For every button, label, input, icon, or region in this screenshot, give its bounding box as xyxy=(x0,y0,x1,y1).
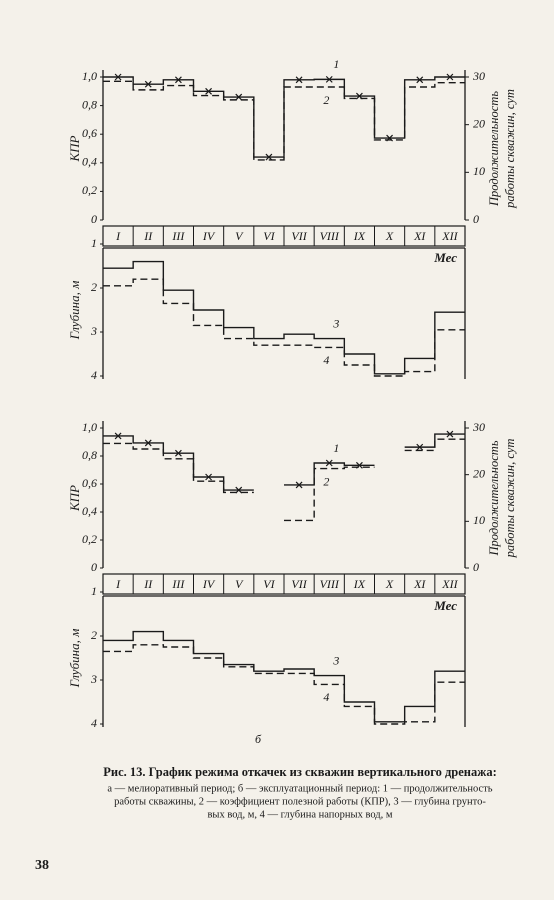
x-tick-label: III xyxy=(171,577,185,591)
series-label: 4 xyxy=(323,690,329,704)
y-tick-label: 0,4 xyxy=(82,504,97,518)
y-tick-label: 0,4 xyxy=(82,155,97,169)
y2-tick-label: 30 xyxy=(472,420,485,434)
caption-line: а — мелиоративный период; б — эксплуатац… xyxy=(107,783,492,794)
y-tick-label: 0,6 xyxy=(82,126,97,140)
y2-tick-label: 20 xyxy=(473,116,485,130)
x-tick-label: II xyxy=(143,229,153,243)
caption-title: Рис. 13. График режима откачек из скважи… xyxy=(103,765,496,779)
y2-tick-label: 20 xyxy=(473,466,485,480)
y-tick-label: 0 xyxy=(91,212,97,226)
step-line xyxy=(103,630,465,723)
y-tick-label: 2 xyxy=(91,280,97,294)
y2-axis-label: Продолжительность xyxy=(487,440,501,556)
y-tick-label: 0,2 xyxy=(82,532,97,546)
y-tick-label: 1 xyxy=(91,236,97,250)
x-axis-label: Мес xyxy=(433,250,457,265)
y-tick-label: 0,2 xyxy=(82,183,97,197)
x-tick-label: IX xyxy=(353,229,366,243)
y2-axis-label: Продолжительность xyxy=(487,91,501,207)
y-tick-label: 0 xyxy=(91,560,97,574)
step-line xyxy=(103,438,465,522)
x-tick-label: II xyxy=(143,577,153,591)
y-tick-label: 1,0 xyxy=(82,69,97,83)
series-label: 3 xyxy=(332,653,339,667)
x-tick-label: VII xyxy=(291,229,307,243)
y-tick-label: 0,6 xyxy=(82,476,97,490)
y-tick-label: 0,8 xyxy=(82,97,97,111)
caption-line: вых вод, м, 4 — глубина напорных вод, м xyxy=(207,809,392,820)
y-tick-label: 4 xyxy=(91,368,97,382)
y-axis-label: Глубина, м xyxy=(67,281,82,341)
x-tick-label: XI xyxy=(413,229,426,243)
series-label: 2 xyxy=(323,474,329,488)
step-line xyxy=(103,644,465,725)
y2-tick-label: 10 xyxy=(473,164,485,178)
y2-tick-label: 0 xyxy=(473,212,479,226)
x-tick-label: XI xyxy=(413,577,426,591)
x-tick-label: III xyxy=(171,229,185,243)
x-tick-label: IX xyxy=(353,577,366,591)
page-number: 38 xyxy=(35,858,49,873)
x-tick-label: VII xyxy=(291,577,307,591)
y-axis-label: КПР xyxy=(67,135,82,162)
x-tick-label: XII xyxy=(441,577,458,591)
y2-tick-label: 30 xyxy=(472,69,485,83)
x-tick-label: I xyxy=(115,577,121,591)
series-label: 2 xyxy=(323,93,329,107)
x-tick-label: VI xyxy=(263,229,275,243)
y2-axis-label: работы скважин, сут xyxy=(503,89,517,209)
y2-tick-label: 10 xyxy=(473,513,485,527)
y2-tick-label: 0 xyxy=(473,560,479,574)
y-tick-label: 3 xyxy=(90,672,97,686)
y-tick-label: 1 xyxy=(91,584,97,598)
series-label: 1 xyxy=(333,57,339,71)
series-label: 4 xyxy=(323,353,329,367)
y2-axis-label: работы скважин, сут xyxy=(503,439,517,559)
x-tick-label: IV xyxy=(202,577,216,591)
y-axis-label: Глубина, м xyxy=(67,629,82,689)
x-tick-label: XII xyxy=(441,229,458,243)
y-tick-label: 4 xyxy=(91,716,97,730)
x-axis-label: Мес xyxy=(433,598,457,613)
step-line xyxy=(103,278,465,377)
x-tick-label: IV xyxy=(202,229,216,243)
step-line xyxy=(103,433,465,491)
y-tick-label: 3 xyxy=(90,324,97,338)
step-line xyxy=(103,260,465,375)
x-tick-label: VIII xyxy=(320,229,340,243)
caption-line: работы скважины, 2 — коэффициент полезно… xyxy=(114,796,486,807)
x-tick-label: VI xyxy=(263,577,275,591)
x-tick-label: V xyxy=(235,577,244,591)
series-label: 3 xyxy=(332,316,339,330)
x-tick-label: X xyxy=(385,229,394,243)
y-tick-label: 1,0 xyxy=(82,420,97,434)
y-tick-label: 2 xyxy=(91,628,97,642)
y-tick-label: 0,8 xyxy=(82,448,97,462)
step-line xyxy=(103,80,465,161)
figure-label: б xyxy=(255,732,262,746)
x-tick-label: X xyxy=(385,577,394,591)
series-label: 1 xyxy=(333,441,339,455)
x-tick-label: I xyxy=(115,229,121,243)
x-tick-label: V xyxy=(235,229,244,243)
y-axis-label: КПР xyxy=(67,485,82,512)
x-tick-label: VIII xyxy=(320,577,340,591)
